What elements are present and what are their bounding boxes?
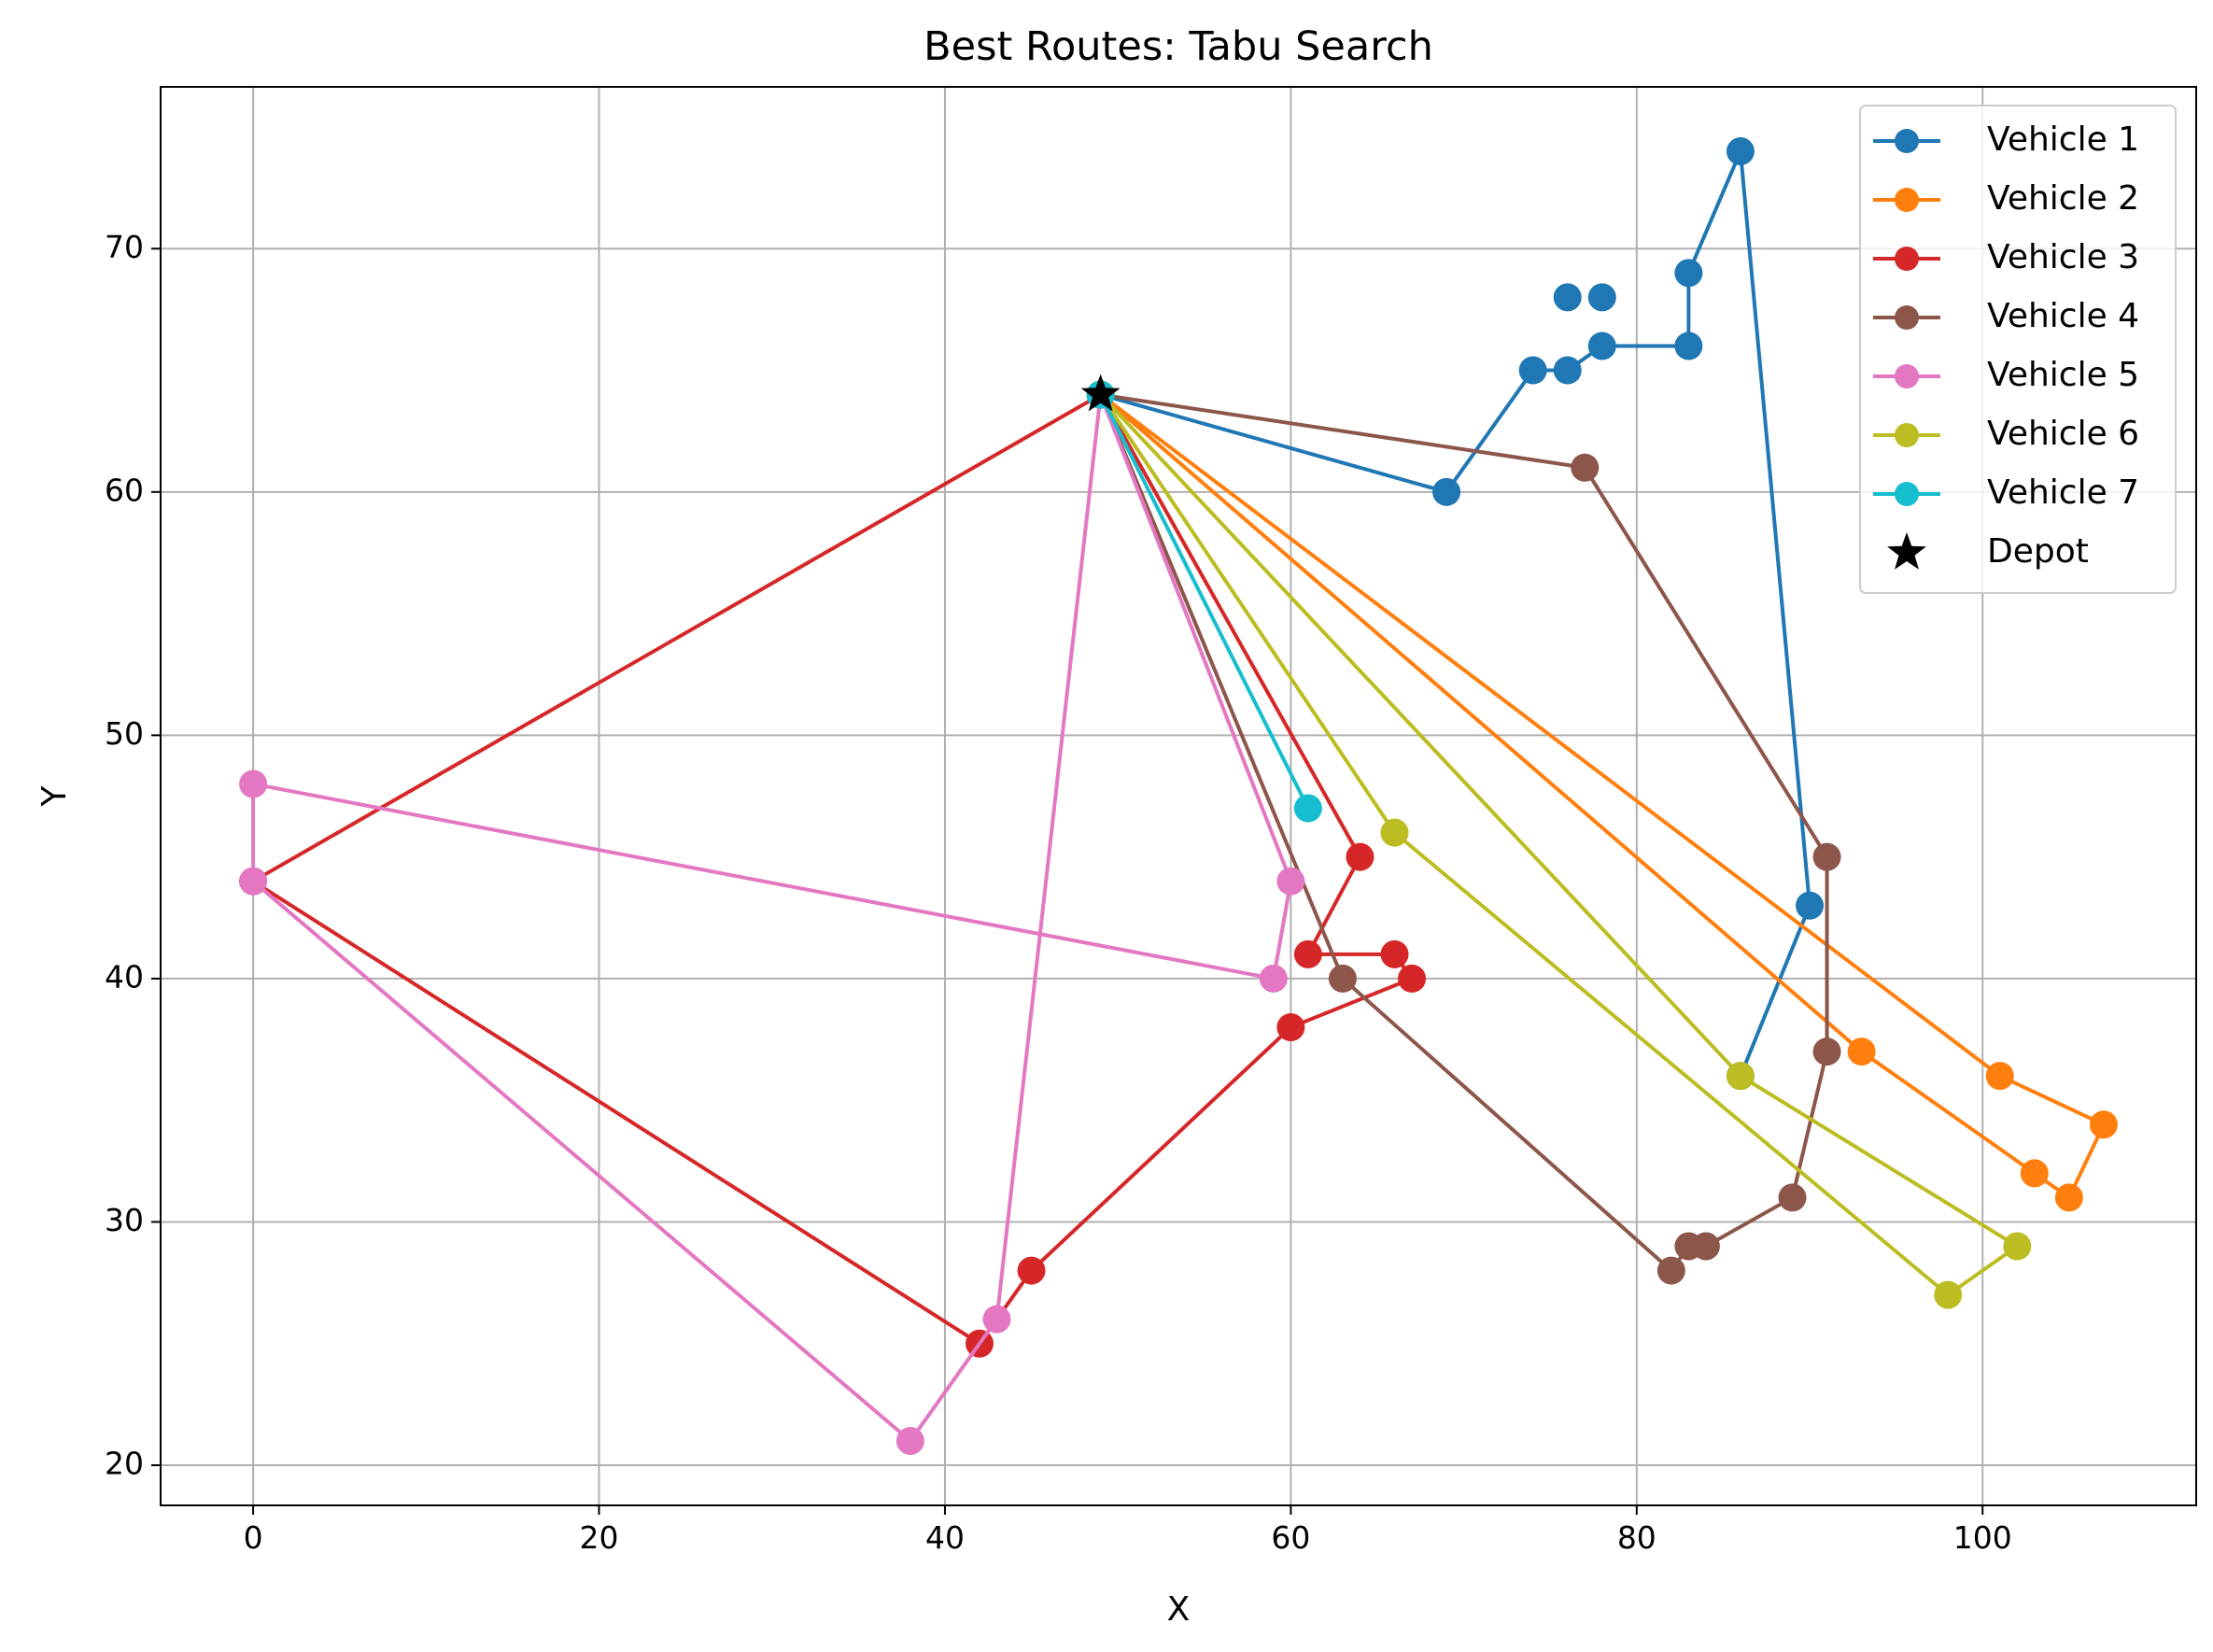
y-tick-label-60: 60	[105, 472, 144, 508]
route-point	[1985, 1062, 2014, 1091]
legend-entry-vehicle-3: Vehicle 3	[1873, 238, 2139, 276]
legend-label: Vehicle 5	[1987, 356, 2139, 394]
route-point	[1934, 1280, 1963, 1309]
route-point	[1571, 453, 1600, 482]
y-axis-label: Y	[35, 785, 74, 808]
legend-entry-vehicle-5: Vehicle 5	[1873, 356, 2139, 394]
route-point	[1674, 259, 1703, 288]
chart-title: Best Routes: Tabu Search	[923, 23, 1433, 70]
route-point	[895, 1426, 924, 1455]
legend-label: Vehicle 2	[1987, 179, 2139, 218]
y-tick-label-50: 50	[105, 715, 144, 752]
route-point	[2089, 1110, 2118, 1139]
x-tick-label-100: 100	[1953, 1519, 2012, 1556]
x-tick-label-0: 0	[244, 1519, 263, 1556]
route-line-vehicle-5	[251, 393, 1293, 1443]
route-line-vehicle-3	[251, 392, 1415, 1346]
legend-box	[1859, 105, 2177, 594]
legend-marker	[1895, 188, 1919, 212]
route-point	[1518, 356, 1547, 385]
route-line-vehicle-1	[1100, 149, 1812, 1077]
legend-marker	[1895, 482, 1919, 506]
depot-star-icon	[1080, 374, 1121, 412]
route-point	[1276, 1013, 1305, 1042]
route-point	[1328, 964, 1357, 993]
plot-frame	[160, 86, 2197, 1506]
route-point	[239, 770, 268, 798]
route-point	[1726, 1062, 1755, 1091]
grid	[161, 87, 2196, 1505]
route-point	[1553, 356, 1582, 385]
legend: Vehicle 1 Vehicle 2 Vehicle 3 Vehicle 4 Vehi…	[1859, 105, 2177, 594]
legend-label: Vehicle 1	[1987, 120, 2139, 159]
legend-label: Depot	[1987, 532, 2089, 571]
route-point	[1346, 842, 1374, 871]
route-point	[1380, 818, 1409, 847]
route-point	[1674, 1232, 1703, 1261]
route-point	[1587, 283, 1616, 312]
y-tick-label-70: 70	[105, 229, 144, 265]
route-point	[2003, 1232, 2032, 1261]
route-point	[1276, 867, 1305, 896]
x-tick-label-40: 40	[925, 1519, 965, 1556]
legend-marker	[1895, 423, 1919, 447]
route-point	[1796, 891, 1825, 920]
route-point	[2054, 1183, 2083, 1212]
legend-marker	[1895, 129, 1919, 153]
route-point	[1553, 283, 1582, 312]
y-tick-label-30: 30	[105, 1202, 144, 1238]
route-point	[982, 1305, 1011, 1334]
route-point	[239, 867, 268, 896]
route-point	[2020, 1159, 2049, 1188]
route-line-vehicle-4	[1098, 392, 1829, 1273]
legend-label: Vehicle 7	[1987, 473, 2139, 512]
y-tick-label-20: 20	[105, 1446, 144, 1482]
depot-marker-layer	[1080, 374, 1121, 412]
series-vehicle-3	[239, 380, 1427, 1358]
legend-label: Vehicle 3	[1987, 238, 2139, 276]
route-point	[1259, 964, 1288, 993]
legend-label: Vehicle 6	[1987, 415, 2139, 453]
legend-entry-vehicle-6: Vehicle 6	[1873, 415, 2139, 453]
route-point	[1017, 1256, 1046, 1285]
legend-marker	[1895, 364, 1919, 388]
route-point	[1656, 1256, 1685, 1285]
legend-entry-vehicle-7: Vehicle 7	[1873, 473, 2139, 512]
route-point	[1726, 137, 1755, 166]
legend-depot-star-icon	[1887, 532, 1926, 570]
legend-entry-vehicle-1: Vehicle 1	[1873, 120, 2139, 159]
route-line-vehicle-6	[1098, 393, 2020, 1297]
legend-marker	[1895, 247, 1919, 271]
route-point	[1812, 1038, 1841, 1066]
x-tick-label-20: 20	[580, 1519, 619, 1556]
route-point	[1847, 1038, 1876, 1066]
x-tick-label-80: 80	[1617, 1519, 1656, 1556]
route-point	[1674, 332, 1703, 360]
legend-entry-depot: Depot	[1887, 532, 2089, 571]
route-point	[1380, 939, 1409, 968]
legend-entry-vehicle-4: Vehicle 4	[1873, 297, 2139, 335]
route-point	[1812, 842, 1841, 871]
legend-marker	[1895, 305, 1919, 330]
axis-ticks: 0 20 40 60 80 100 20 30 40 50 60 70	[105, 229, 2012, 1556]
route-point	[1432, 477, 1461, 506]
y-tick-label-40: 40	[105, 958, 144, 995]
legend-label: Vehicle 4	[1987, 297, 2139, 335]
x-axis-label: X	[1167, 1590, 1191, 1629]
legend-entry-vehicle-2: Vehicle 2	[1873, 179, 2139, 218]
route-point	[1778, 1183, 1807, 1212]
route-point	[1398, 964, 1427, 993]
x-tick-label-60: 60	[1271, 1519, 1310, 1556]
series-lines	[239, 137, 2118, 1455]
route-point	[1293, 939, 1322, 968]
route-point	[1293, 794, 1322, 823]
route-point	[1587, 332, 1616, 360]
